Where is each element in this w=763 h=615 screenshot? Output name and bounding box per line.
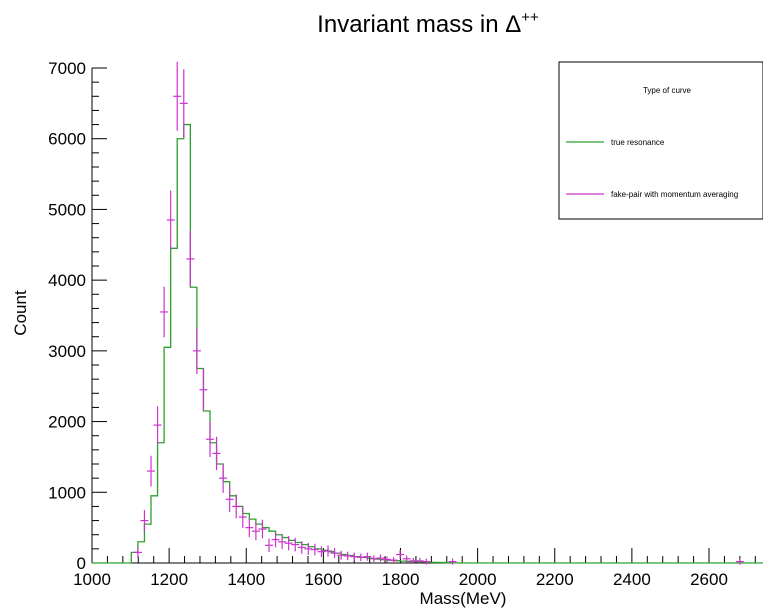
x-tick-label: 2000 [459,570,497,589]
data-point [166,190,175,250]
data-point [133,547,142,558]
data-point [192,327,201,375]
data-point [363,552,372,561]
data-point [173,61,182,131]
chart-title-main: Invariant mass in Δ [317,11,521,38]
data-point [147,455,156,487]
data-point [337,550,346,560]
chart-title: Invariant mass in Δ++ [317,9,539,38]
y-tick-label: 2000 [48,413,86,432]
y-tick-label: 4000 [48,271,86,290]
chart-title-superscript: ++ [521,9,539,26]
data-point [265,538,274,553]
plot-area [92,61,763,565]
data-point [238,506,247,528]
x-tick-label: 1000 [73,570,111,589]
y-tick-label: 1000 [48,483,86,502]
data-point [225,486,234,513]
data-point [356,553,365,562]
data-point [448,558,457,565]
legend-entry-fake-pair: fake-pair with momentum averaging [611,190,738,199]
data-point [186,231,195,287]
data-point [422,558,431,565]
legend-box [558,61,763,220]
data-point [291,537,300,552]
data-point [376,554,385,562]
data-point [343,551,352,561]
data-point [271,531,280,548]
data-point [140,510,149,531]
x-tick-label: 1800 [382,570,420,589]
data-point [735,558,744,565]
data-point [245,518,254,538]
y-axis-label: Count [11,290,30,336]
data-point [317,546,326,558]
data-point [369,555,378,563]
y-tick-label: 7000 [48,59,86,78]
data-point [324,545,333,557]
x-axis-label: Mass(MeV) [420,589,507,608]
data-point [160,286,169,338]
x-tick-label: 1600 [304,570,342,589]
data-point [153,406,162,444]
data-point [350,552,359,561]
data-point [219,463,228,493]
y-tick-label: 0 [77,554,86,573]
data-point [383,556,392,563]
data-point [402,555,411,563]
data-point [297,541,306,554]
legend-entry-true-resonance: true resonance [611,138,665,147]
data-point [179,69,188,138]
series-fake-pair-markers [133,61,744,565]
data-point [415,557,424,564]
x-tick-label: 2400 [613,570,651,589]
data-point [251,522,260,541]
axis-tick-labels: 1000 1200 1400 1600 1800 2000 2200 2400 26000100… [48,59,728,589]
data-point [389,557,398,564]
data-point [206,421,215,457]
y-tick-label: 3000 [48,342,86,361]
data-point [396,549,405,560]
data-point [304,542,313,555]
x-tick-label: 1200 [150,570,188,589]
x-tick-label: 2600 [690,570,728,589]
y-tick-label: 5000 [48,200,86,219]
data-point [232,494,241,519]
data-point [258,519,267,539]
x-tick-label: 2200 [536,570,574,589]
data-point [199,368,208,411]
legend: Type of curve true resonance fake-pair w… [558,61,763,220]
data-point [212,436,221,471]
data-point [278,534,287,550]
legend-header: Type of curve [643,86,692,95]
y-tick-label: 6000 [48,130,86,149]
x-tick-label: 1400 [227,570,265,589]
data-point [310,543,319,556]
data-point [284,536,293,551]
data-point [330,548,339,559]
